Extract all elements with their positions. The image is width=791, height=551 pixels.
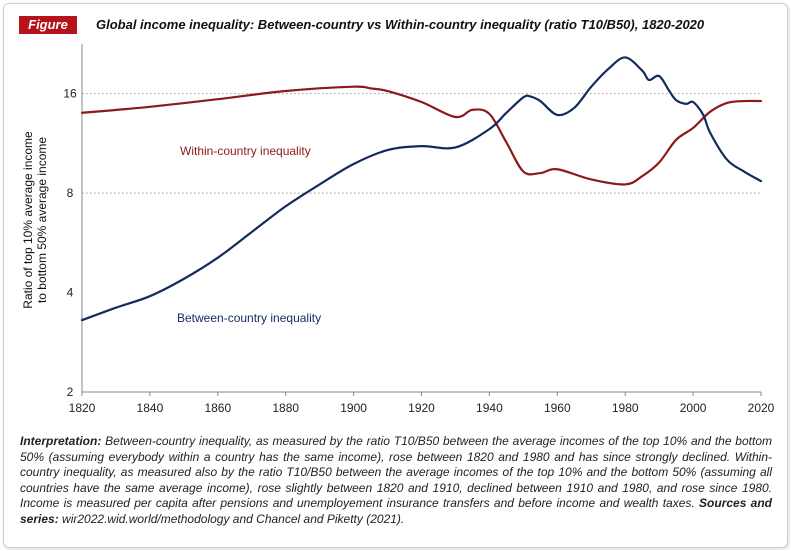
y-axis-label-line-1: Ratio of top 10% average income [21, 131, 35, 309]
label-layer: Ratio of top 10% average income to botto… [21, 131, 321, 325]
series-label-within-country: Within-country inequality [180, 144, 311, 158]
x-tick-label: 2000 [680, 401, 707, 415]
x-tick-label: 1940 [476, 401, 503, 415]
grid-layer [82, 93, 761, 194]
y-tick-label: 16 [63, 87, 77, 101]
x-tick-label: 1900 [340, 401, 367, 415]
figure-title: Global income inequality: Between-countr… [96, 17, 705, 32]
series-line-between-country [80, 56, 763, 322]
x-tick-label: 1880 [272, 401, 299, 415]
x-tick-label: 1860 [204, 401, 231, 415]
y-tick-label: 2 [67, 385, 74, 399]
axis-layer: 1820 1840 1860 1880 1900 1920 1940 1960 1980 2000… [63, 44, 775, 415]
x-tick-label: 1820 [69, 401, 96, 415]
y-tick-label: 4 [67, 286, 74, 300]
figure-badge: Figure 2.4 [19, 16, 77, 50]
interpretation-body: Between-country inequality, as measured … [20, 434, 772, 510]
y-tick-label: 8 [67, 186, 74, 200]
interpretation-note: Interpretation: Between-country inequali… [20, 434, 772, 527]
sources-body: wir2022.wid.world/methodology and Chance… [62, 511, 405, 526]
interpretation-label: Interpretation: [20, 434, 102, 448]
series-line-within-country [80, 85, 763, 186]
x-tick-label: 1920 [408, 401, 435, 415]
x-tick-label: 1960 [544, 401, 571, 415]
x-tick-label: 1980 [612, 401, 639, 415]
x-tick-label: 2020 [748, 401, 775, 415]
y-axis-label-line-2: to bottom 50% average income [35, 137, 49, 303]
x-tick-label: 1840 [137, 401, 164, 415]
series-label-between-country: Between-country inequality [177, 311, 321, 325]
sources-label: Sources and series: [20, 496, 772, 526]
series-layer [80, 56, 763, 322]
chart: 1820 1840 1860 1880 1900 1920 1940 1960 1980 2000… [21, 44, 775, 415]
